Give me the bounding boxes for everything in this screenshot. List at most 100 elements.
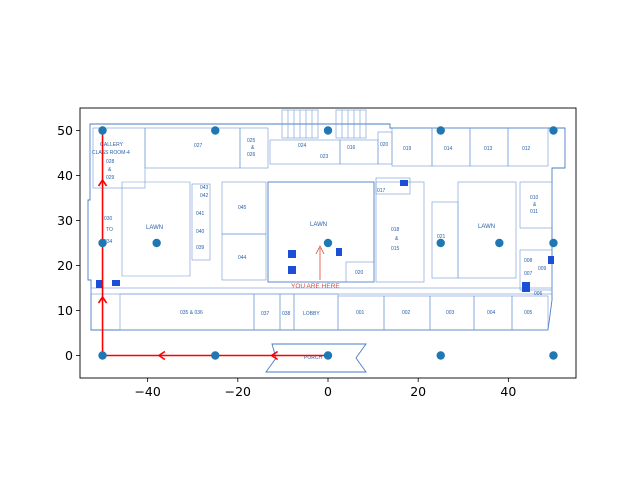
room-020b-block (345, 261, 375, 283)
floor-plan-drawing (87, 109, 566, 373)
route-arrowhead (157, 350, 166, 361)
room-012-block (507, 127, 549, 167)
room-label: LAWN (146, 225, 163, 231)
room-label: 029 (106, 175, 115, 181)
room-018-015-block (375, 181, 425, 283)
floor-marker (400, 180, 408, 186)
room-label: 012 (522, 146, 531, 152)
x-tick-label: 0 (324, 384, 332, 399)
waypoint-dot (98, 351, 107, 360)
waypoint-dot (549, 351, 558, 360)
room-label: 030 (104, 216, 113, 222)
y-tick-label: 0 (65, 348, 73, 363)
room-044-block (221, 233, 267, 281)
room-label: LOBBY (303, 311, 320, 317)
route-arrowhead (270, 350, 279, 361)
room-label: 013 (484, 146, 493, 152)
you-are-here-arrowhead (315, 245, 325, 255)
waypoint-dot (495, 238, 504, 248)
stairs-top (281, 109, 367, 139)
room-label: 020 (380, 142, 389, 148)
room-label: 005 (524, 310, 533, 316)
y-tick-label: 40 (57, 168, 73, 183)
x-tick-label: −20 (225, 384, 251, 399)
room-label: & (108, 167, 112, 173)
waypoint-dot (98, 126, 107, 135)
floor-marker (522, 282, 530, 292)
room-label: 011 (530, 209, 538, 215)
room-label: 007 (524, 271, 533, 277)
room-label: 016 (347, 145, 356, 151)
room-label: 021 (437, 234, 446, 240)
room-label: 018 (391, 227, 400, 233)
waypoint-dot (549, 126, 558, 135)
room-label: 043 (200, 185, 209, 191)
waypoint-dot (211, 351, 220, 360)
room-017-block (375, 177, 411, 195)
floor-marker (288, 250, 296, 258)
waypoint-dot (211, 126, 220, 135)
floor-marker-group (96, 180, 554, 292)
room-label: 002 (402, 310, 411, 316)
waypoint-dot (152, 238, 161, 248)
room-label: 008 (524, 258, 533, 264)
room-label: 017 (377, 188, 386, 194)
floor-marker (336, 248, 342, 256)
classroom-block (144, 127, 241, 169)
room-label: 026 (247, 152, 256, 158)
room-label: LAWN (478, 224, 495, 230)
room-label: 014 (444, 146, 453, 152)
room-label: 041 (196, 211, 205, 217)
room-label: 034 (104, 239, 113, 245)
room-col-043-039 (191, 183, 211, 261)
room-label: 015 (391, 246, 400, 252)
room-010-011-block (519, 181, 553, 229)
y-tick-label: 30 (57, 213, 73, 228)
waypoint-dot (323, 351, 333, 360)
room-labels: GALLERY CLASS ROOM-4 028 & 029 030 TO 03… (92, 138, 547, 361)
route-path (97, 130, 328, 361)
you-are-here-label: YOU ARE HERE (291, 283, 340, 290)
room-label: 035 & 036 (180, 310, 203, 316)
room-label: 003 (446, 310, 455, 316)
waypoint-dot (98, 238, 107, 248)
room-label: 044 (238, 255, 247, 261)
room-008-009-block (519, 249, 553, 291)
room-label: 009 (538, 266, 547, 272)
y-tick-label: 50 (57, 123, 73, 138)
room-label: 024 (298, 143, 307, 149)
axis-ticks: −40 −20 0 20 40 0 10 20 30 40 50 (57, 123, 516, 399)
room-label: 039 (196, 245, 205, 251)
room-019-block (391, 127, 433, 167)
room-label: 042 (200, 193, 209, 199)
room-label: 019 (403, 146, 412, 152)
room-label: 006 (534, 291, 543, 297)
room-label: & (251, 145, 255, 151)
room-021-block (431, 201, 459, 279)
y-tick-label: 20 (57, 258, 73, 273)
waypoint-dot (323, 238, 333, 248)
right-lawn-outline (457, 181, 517, 279)
room-label: 020 (355, 270, 364, 276)
waypoint-markers (98, 126, 558, 360)
room-label: GALLERY (100, 142, 124, 148)
room-016-block (339, 139, 379, 165)
room-label: 010 (530, 195, 539, 201)
floor-marker (96, 280, 102, 288)
route-arrowhead (97, 178, 108, 187)
room-label: 037 (261, 311, 270, 317)
room-label: 040 (196, 229, 205, 235)
room-label: 028 (106, 159, 115, 165)
room-label: PORCH (304, 355, 322, 361)
room-label: 025 (247, 138, 256, 144)
floor-marker (548, 256, 554, 264)
room-label: 027 (194, 143, 203, 149)
room-label: & (395, 236, 399, 242)
x-tick-label: −40 (134, 384, 160, 399)
room-025-026-block (239, 127, 269, 169)
waypoint-dot (436, 351, 445, 360)
room-label: LAWN (310, 222, 327, 228)
x-tick-label: 40 (500, 384, 516, 399)
gallery-block (92, 127, 146, 189)
y-tick-label: 10 (57, 303, 73, 318)
